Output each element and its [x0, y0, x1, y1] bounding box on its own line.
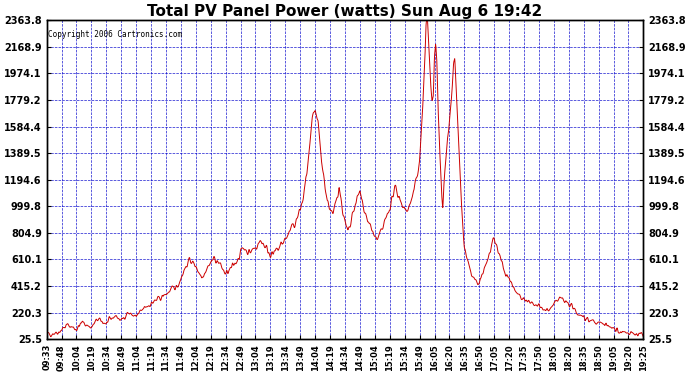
Text: Copyright 2006 Cartronics.com: Copyright 2006 Cartronics.com — [48, 30, 182, 39]
Title: Total PV Panel Power (watts) Sun Aug 6 19:42: Total PV Panel Power (watts) Sun Aug 6 1… — [148, 4, 542, 19]
